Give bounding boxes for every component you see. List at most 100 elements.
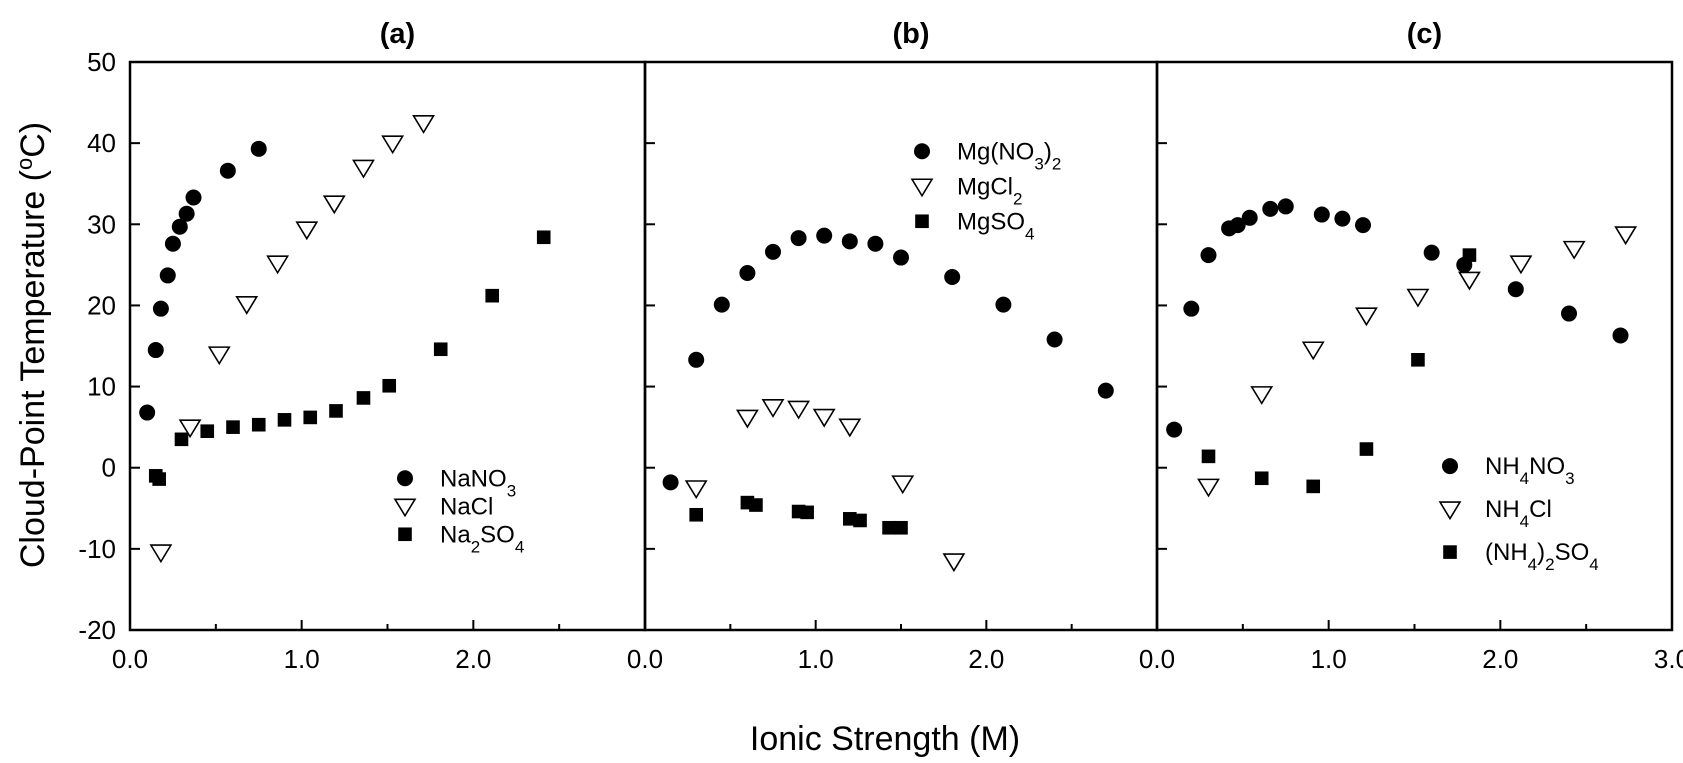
data-point xyxy=(713,296,730,313)
data-point xyxy=(412,115,435,134)
data-point xyxy=(139,404,156,421)
legend-entry: NaCl xyxy=(440,493,493,520)
data-point xyxy=(843,512,857,526)
data-point xyxy=(1423,244,1440,261)
data-point xyxy=(250,140,267,157)
data-point xyxy=(739,264,756,281)
legend-entry: (NH4)2SO4 xyxy=(1485,539,1599,574)
x-tick-label: 2.0 xyxy=(968,644,1004,674)
y-tick-label: 10 xyxy=(87,372,116,402)
data-point xyxy=(164,235,181,252)
data-point xyxy=(219,162,236,179)
data-point xyxy=(688,351,705,368)
data-point xyxy=(174,432,189,447)
data-point xyxy=(226,420,240,434)
data-point xyxy=(867,235,884,252)
data-point xyxy=(1200,247,1217,264)
data-point xyxy=(1355,307,1378,327)
data-point xyxy=(149,544,173,564)
y-tick-label: 50 xyxy=(87,47,116,77)
legend-marker xyxy=(915,214,929,229)
data-point xyxy=(942,553,966,573)
data-point xyxy=(787,400,811,420)
data-point xyxy=(995,296,1012,313)
series-NH4NO3 xyxy=(1166,198,1629,438)
legend-marker xyxy=(910,178,934,198)
data-point xyxy=(207,346,231,366)
data-point xyxy=(1359,442,1374,456)
legend-entry: MgSO4 xyxy=(957,208,1034,243)
y-tick-label: 0 xyxy=(102,453,116,483)
data-point xyxy=(382,378,397,393)
legend-marker xyxy=(1438,501,1462,521)
data-point xyxy=(882,520,896,535)
series-Na2SO4 xyxy=(148,230,551,486)
data-point xyxy=(1306,479,1321,494)
data-point xyxy=(251,417,266,432)
data-point xyxy=(1301,341,1325,361)
x-tick-label: 2.0 xyxy=(1482,644,1518,674)
data-point xyxy=(893,249,909,266)
data-point xyxy=(178,419,202,439)
data-point xyxy=(1355,217,1371,234)
x-tick-label: 1.0 xyxy=(798,644,834,674)
legend-marker xyxy=(914,143,930,160)
series-NaCl xyxy=(149,115,435,564)
data-point xyxy=(1612,327,1629,344)
data-point xyxy=(812,408,836,428)
series-MgSO4 xyxy=(689,495,908,535)
legend-marker xyxy=(397,470,413,487)
panel-title: (c) xyxy=(1407,18,1442,50)
x-tick-label: 0.0 xyxy=(1139,644,1175,674)
data-point xyxy=(352,159,375,179)
data-point xyxy=(1614,226,1638,246)
data-point xyxy=(1254,471,1269,486)
panel-frame xyxy=(1155,60,1674,632)
data-point xyxy=(662,474,679,491)
data-point xyxy=(185,189,202,206)
data-point xyxy=(329,404,343,418)
series-(NH4)2SO4 xyxy=(1201,248,1477,494)
data-point xyxy=(266,255,290,275)
data-point xyxy=(1334,210,1351,227)
legend-entry: NH4Cl xyxy=(1485,496,1552,531)
data-point xyxy=(1277,198,1294,215)
data-point xyxy=(303,410,318,425)
data-point xyxy=(853,513,867,528)
y-tick-label: 30 xyxy=(87,209,116,239)
data-point xyxy=(171,218,188,235)
data-point xyxy=(1458,271,1481,291)
data-point xyxy=(381,135,405,155)
series-NaNO3 xyxy=(139,140,267,421)
data-point xyxy=(322,195,346,215)
data-point xyxy=(944,269,961,286)
x-tick-label: 3.0 xyxy=(1654,644,1683,674)
data-point xyxy=(1406,288,1430,308)
legend: NH4NO3 NH4Cl (NH4)2SO4 xyxy=(1438,453,1599,574)
data-point xyxy=(1197,478,1220,498)
data-point xyxy=(1250,386,1274,405)
panel-title: (a) xyxy=(380,18,415,50)
legend-marker xyxy=(398,527,412,542)
data-point xyxy=(1509,255,1533,275)
data-point xyxy=(485,288,500,303)
data-point xyxy=(433,342,448,357)
data-point xyxy=(147,342,164,359)
series-NH4Cl xyxy=(1197,226,1638,498)
data-point xyxy=(1411,352,1425,367)
data-point xyxy=(1313,206,1330,223)
y-axis-title: Cloud-Point Temperature (oC) xyxy=(12,122,53,568)
legend-marker xyxy=(393,498,417,518)
data-point xyxy=(891,475,915,495)
data-point xyxy=(761,399,785,418)
data-point xyxy=(277,413,292,427)
x-tick-label: 0.0 xyxy=(627,644,663,674)
data-point xyxy=(689,507,703,522)
y-tick-label: 20 xyxy=(87,290,116,320)
data-point xyxy=(1241,209,1258,226)
series-Mg(NO3)2 xyxy=(662,227,1114,491)
data-point xyxy=(159,267,176,284)
